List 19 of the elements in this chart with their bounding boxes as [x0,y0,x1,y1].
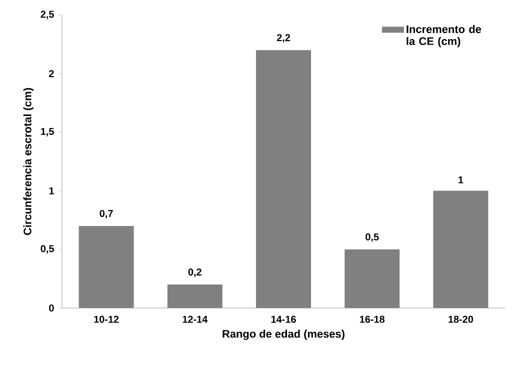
x-axis-title: Rango de edad (meses) [222,330,344,340]
x-tick-label: 10-12 [94,316,119,323]
y-tick-label: 0,5 [40,245,54,254]
data-label: 0,7 [100,210,113,218]
data-label: 2,2 [276,34,290,43]
y-tick-label: 1,5 [41,128,54,136]
y-tick-label: 0 [49,304,54,312]
data-label: 1 [458,176,464,184]
y-axis-title: Circunferencia escrotal (cm) [23,88,34,236]
legend-label: Incremento de la CE (cm) [406,25,482,48]
data-label: 0,2 [188,268,202,278]
x-tick-label: 14-16 [271,316,296,323]
y-tick-label: 2,5 [40,10,54,20]
x-tick-label: 18-20 [448,316,474,323]
x-tick-label: 12-14 [182,316,208,323]
x-tick-label: 16-18 [360,316,385,323]
data-label: 0,5 [366,233,379,242]
y-tick-label: 1 [49,187,54,194]
y-tick-label: 2 [49,70,54,78]
